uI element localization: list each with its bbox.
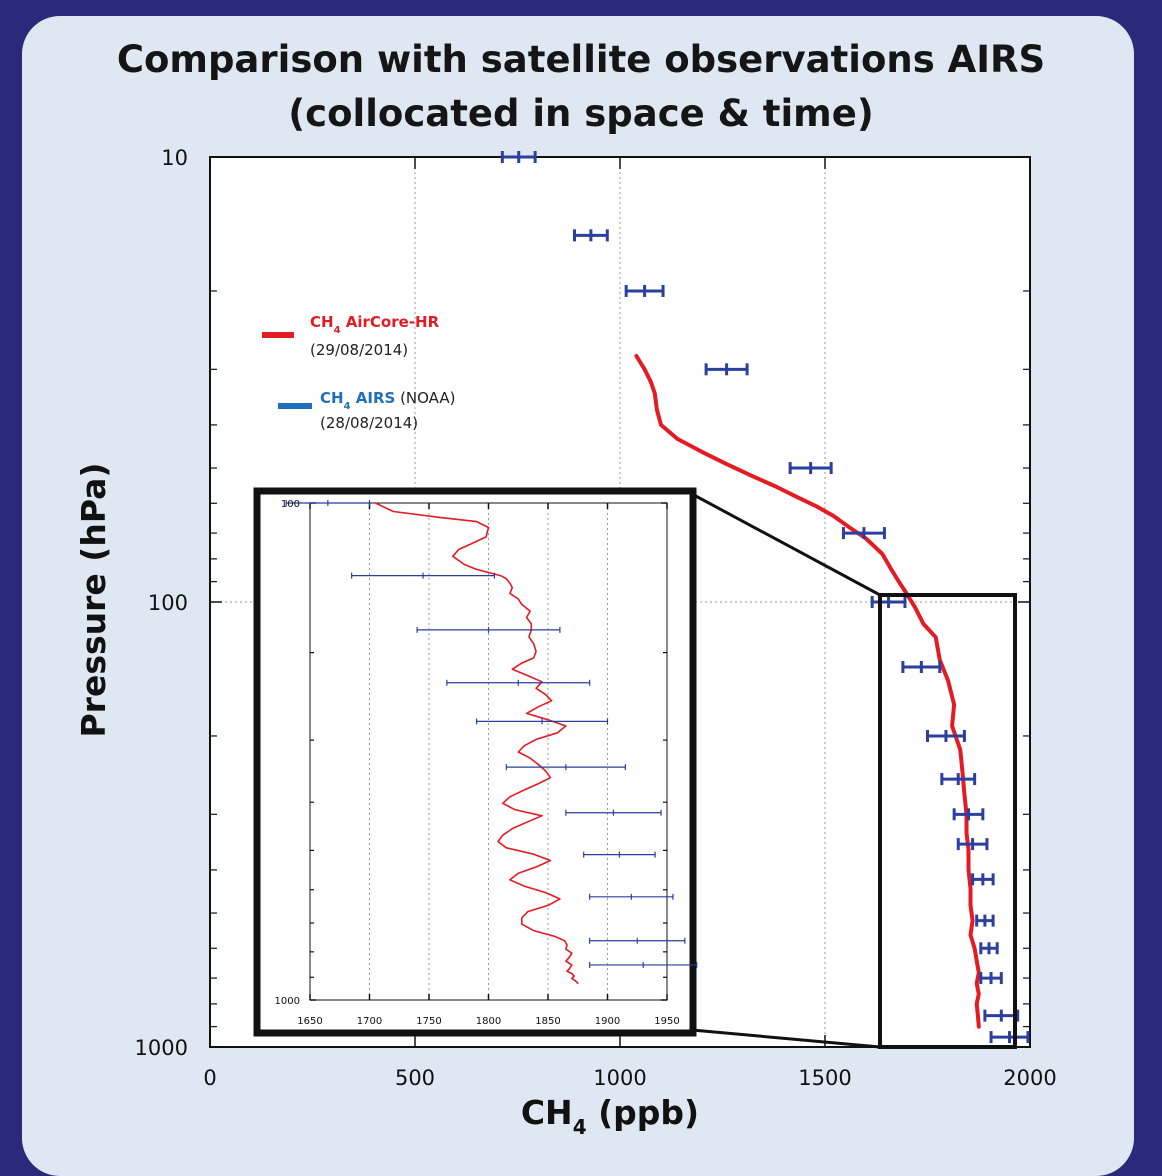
legend-airs-label: CH4 AIRS (NOAA) (320, 389, 455, 412)
x-axis-label-rest: (ppb) (587, 1093, 700, 1132)
main-ytick-label-2: 1000 (135, 1036, 188, 1060)
legend-aircore-label: CH4 AirCore-HR (310, 313, 440, 336)
zoom-connector-top (691, 492, 881, 597)
main-airs-point-17 (989, 1031, 1030, 1044)
main-airs-point-0 (500, 151, 537, 163)
main-airs-point-4 (788, 462, 833, 475)
main-airs-point-14 (979, 942, 999, 955)
main-ytick-label-0: 10 (161, 146, 188, 170)
main-airs-point-13 (975, 914, 995, 927)
inset-airs-point-2 (416, 626, 561, 633)
main-tick-labels: 0 500 1000 1500 2000 10 100 1000 (135, 146, 1057, 1090)
x-axis-label: CH4 (ppb) (521, 1093, 699, 1139)
y-axis-label: Pressure (hPa) (74, 463, 113, 738)
inset-xtick-label-2: 1750 (416, 1016, 441, 1027)
main-xtick-label-0: 0 (203, 1066, 216, 1090)
inset-airs-point-8 (589, 893, 674, 900)
inset-xtick-label-3: 1800 (476, 1016, 501, 1027)
inset-xtick-label-4: 1850 (535, 1016, 560, 1027)
main-airs-point-8 (926, 729, 966, 742)
inset-airs-point-5 (505, 764, 626, 771)
legend: CH4 AirCore-HR (29/08/2014) CH4 AIRS (NO… (262, 313, 455, 432)
legend-airs-sub: 4 (344, 401, 351, 412)
main-ticks (209, 156, 1031, 1048)
inset-airs-point-3 (446, 679, 591, 686)
inset-xtick-label-5: 1900 (595, 1016, 620, 1027)
legend-aircore-text: AirCore-HR (341, 313, 440, 331)
chart-title-line-1: Comparison with satellite observations A… (116, 38, 1046, 81)
main-xtick-label-4: 2000 (1003, 1066, 1056, 1090)
chart-title-line-2: (collocated in space & time) (288, 92, 874, 135)
main-airs-point-2 (624, 284, 665, 297)
zoom-connector-bottom (691, 1028, 881, 1049)
main-airs-point-3 (704, 363, 749, 376)
inset-ytick-label-0: 100 (281, 499, 300, 510)
main-airs-point-9 (940, 773, 977, 786)
inset-tick-labels: 1650 1700 1750 1800 1850 1900 1950 100 1000 (275, 499, 680, 1027)
main-airs-point-7 (901, 661, 942, 674)
legend-airs-sym: CH (320, 389, 344, 407)
main-airs-point-5 (841, 527, 886, 540)
legend-aircore-sym: CH (310, 313, 334, 331)
main-xtick-label-2: 1000 (593, 1066, 646, 1090)
main-xtick-label-1: 500 (395, 1066, 435, 1090)
main-xtick-label-3: 1500 (798, 1066, 851, 1090)
zoom-region-box (878, 593, 1017, 1049)
inset-airs-point-1 (351, 572, 496, 579)
main-aircore-profile-line (634, 354, 981, 1029)
inset-airs-point-7 (583, 851, 656, 858)
inset-frame (253, 487, 697, 1037)
inset-airs-point-4 (476, 718, 609, 725)
inset-series (285, 500, 698, 985)
legend-aircore-sub: 4 (334, 325, 341, 336)
legend-airs-suffix: (NOAA) (395, 389, 455, 407)
inset-airs-point-10 (589, 961, 698, 968)
legend-airs-text: AIRS (351, 389, 396, 407)
inset-xtick-label-0: 1650 (297, 1016, 322, 1027)
inset-xtick-label-6: 1950 (654, 1016, 679, 1027)
inset-aircore-profile-line (374, 502, 579, 985)
main-chart: 0 500 1000 1500 2000 10 100 1000 Pressure (hPa)… (74, 146, 1057, 1139)
inset-airs-point-6 (565, 809, 662, 816)
inset-airs-point-9 (589, 937, 686, 944)
inset-xtick-label-1: 1700 (357, 1016, 382, 1027)
main-airs-point-15 (979, 972, 1003, 985)
main-airs-point-12 (971, 873, 995, 886)
main-series (500, 151, 1030, 1044)
main-airs-point-6 (870, 596, 907, 608)
main-ytick-label-1: 100 (148, 591, 188, 615)
main-airs-point-10 (952, 808, 985, 821)
main-airs-point-16 (983, 1009, 1020, 1022)
inset-ytick-label-1: 1000 (275, 996, 300, 1007)
x-axis-label-main: CH (521, 1093, 573, 1132)
legend-aircore-date: (29/08/2014) (310, 341, 408, 359)
x-axis-label-subscript: 4 (573, 1115, 587, 1139)
legend-airs-date: (28/08/2014) (320, 414, 418, 432)
inset-airs-point-0 (285, 500, 371, 506)
main-airs-point-11 (956, 838, 989, 851)
main-airs-point-1 (572, 229, 609, 242)
